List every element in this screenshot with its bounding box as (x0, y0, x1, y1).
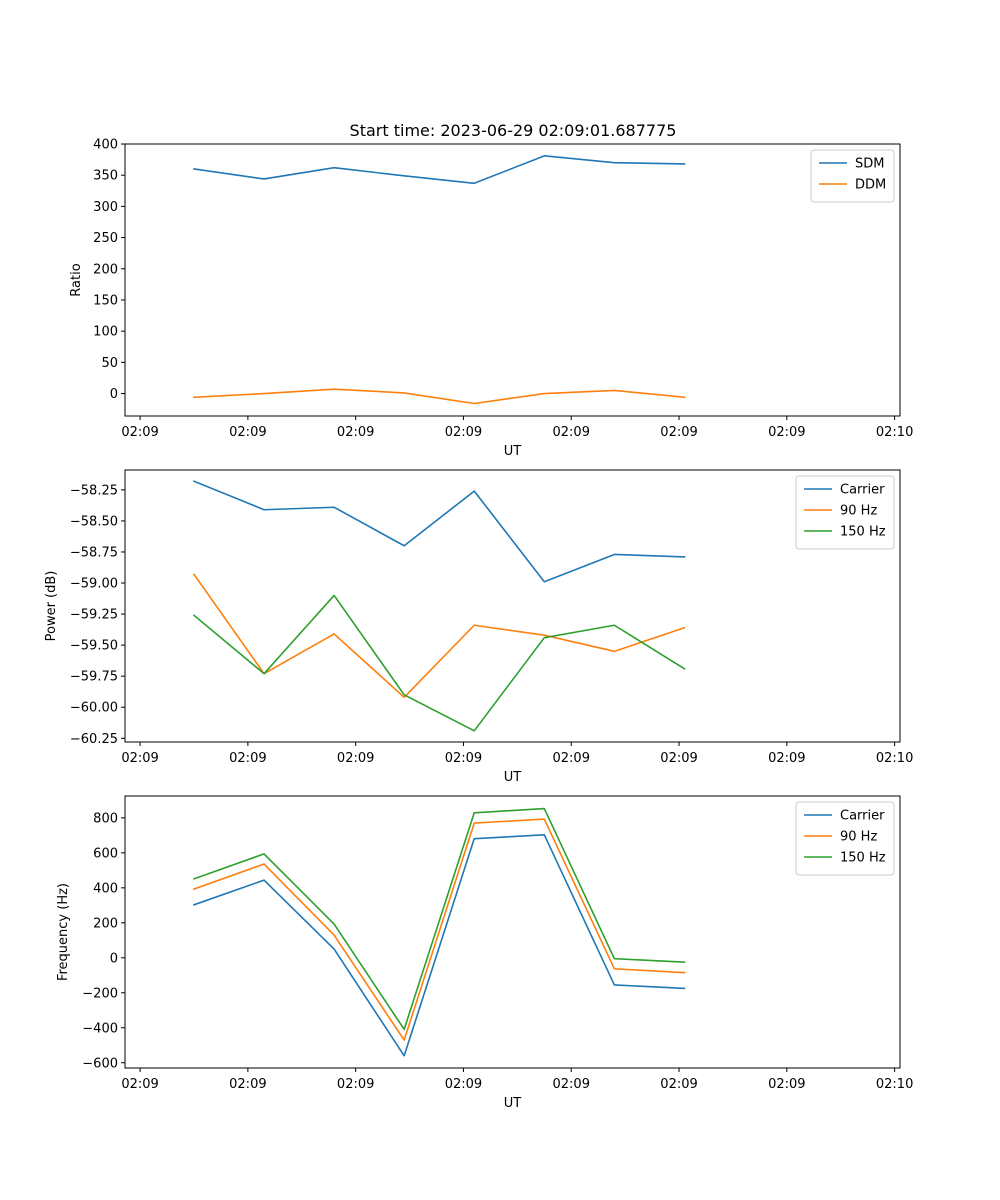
y-axis-label: Frequency (Hz) (56, 883, 71, 981)
y-tick-label: 150 (93, 293, 118, 308)
series-line-ddm (193, 388, 686, 405)
axes-frame (124, 143, 901, 417)
axes-frame (124, 469, 901, 743)
x-tick-label: 02:09 (445, 751, 482, 766)
y-tick-label: −59.50 (70, 639, 118, 654)
legend-label: Carrier (840, 809, 885, 824)
y-tick-label: 600 (93, 846, 118, 861)
legend-label: 150 Hz (840, 851, 886, 866)
y-tick-label: −58.25 (70, 483, 118, 498)
axes-frame (124, 795, 901, 1069)
x-tick-label: 02:09 (337, 1077, 374, 1092)
series-line-carrier (192, 480, 686, 583)
y-tick-label: −200 (82, 986, 118, 1001)
x-tick-label: 02:09 (445, 1077, 482, 1092)
y-tick-label: −60.25 (70, 732, 118, 747)
series-line-90-hz (192, 818, 686, 1041)
legend-label: Carrier (840, 483, 885, 498)
series-line-carrier (192, 834, 686, 1057)
x-tick-label: 02:10 (876, 425, 913, 440)
x-tick-label: 02:09 (121, 751, 158, 766)
x-tick-label: 02:09 (229, 1077, 266, 1092)
x-tick-label: 02:09 (768, 425, 805, 440)
legend-label: 90 Hz (840, 830, 877, 845)
x-tick-label: 02:09 (660, 1077, 697, 1092)
figure-title: Start time: 2023-06-29 02:09:01.687775 (350, 121, 677, 140)
y-tick-label: −600 (82, 1056, 118, 1071)
x-tick-label: 02:10 (876, 751, 913, 766)
series-line-150-hz (192, 594, 686, 732)
y-tick-label: −58.75 (70, 545, 118, 560)
legend-label: 150 Hz (840, 525, 886, 540)
x-tick-label: 02:09 (660, 425, 697, 440)
legend: Carrier 90 Hz 150 Hz (795, 801, 895, 876)
y-tick-label: −59.00 (70, 577, 118, 592)
legend-label: DDM (855, 178, 886, 193)
y-tick-label: −59.75 (70, 670, 118, 685)
legend: Carrier 90 Hz 150 Hz (795, 475, 895, 550)
x-axis-label: UT (504, 770, 522, 785)
x-tick-label: 02:09 (660, 751, 697, 766)
x-tick-label: 02:09 (121, 1077, 158, 1092)
y-tick-label: 400 (93, 138, 118, 153)
y-tick-label: 350 (93, 169, 118, 184)
x-tick-label: 02:09 (553, 1077, 590, 1092)
y-tick-label: −58.50 (70, 514, 118, 529)
x-tick-label: 02:09 (768, 751, 805, 766)
y-tick-label: −59.25 (70, 608, 118, 623)
y-tick-label: 200 (93, 916, 118, 931)
legend: SDM DDM (810, 149, 895, 203)
x-tick-label: 02:09 (553, 751, 590, 766)
subplot-3: 02:09 02:09 02:09 02:09 02:09 02:09 02:09 02:10… (56, 795, 913, 1111)
y-tick-label: 300 (93, 200, 118, 215)
x-tick-label: 02:09 (337, 751, 374, 766)
x-axis-label: UT (504, 1096, 522, 1111)
y-axis-label: Power (dB) (44, 571, 59, 642)
x-tick-label: 02:09 (768, 1077, 805, 1092)
y-tick-label: 100 (93, 325, 118, 340)
x-tick-label: 02:09 (229, 751, 266, 766)
subplot-1: 02:09 02:09 02:09 02:09 02:09 02:09 02:09 02:10… (69, 138, 913, 460)
x-axis-label: UT (504, 444, 522, 459)
x-tick-label: 02:10 (876, 1077, 913, 1092)
legend-label: 90 Hz (840, 504, 877, 519)
y-tick-label: 400 (93, 881, 118, 896)
y-tick-label: 0 (110, 387, 118, 402)
x-tick-label: 02:09 (337, 425, 374, 440)
y-axis-label: Ratio (69, 263, 84, 296)
y-tick-label: 200 (93, 262, 118, 277)
legend-label: SDM (855, 157, 884, 172)
y-tick-label: 250 (93, 231, 118, 246)
panels: 02:09 02:09 02:09 02:09 02:09 02:09 02:09 02:10… (44, 138, 913, 1112)
x-tick-label: 02:09 (445, 425, 482, 440)
x-tick-label: 02:09 (553, 425, 590, 440)
y-tick-label: 800 (93, 811, 118, 826)
series-line-150-hz (192, 807, 686, 1031)
series-line-90-hz (192, 573, 686, 699)
x-tick-label: 02:09 (121, 425, 158, 440)
y-tick-label: −400 (82, 1021, 118, 1036)
y-tick-label: 0 (110, 951, 118, 966)
series-line-sdm (193, 155, 686, 185)
y-tick-label: 50 (101, 356, 118, 371)
subplot-2: 02:09 02:09 02:09 02:09 02:09 02:09 02:09 02:10… (44, 469, 913, 785)
y-tick-label: −60.00 (70, 701, 118, 716)
x-tick-label: 02:09 (229, 425, 266, 440)
